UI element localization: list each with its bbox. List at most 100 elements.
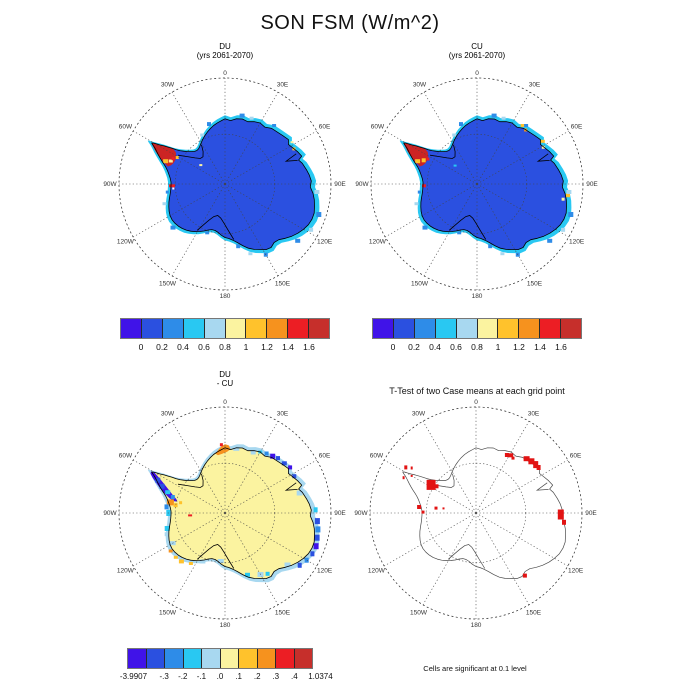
longitude-label: 180 [472,293,483,300]
longitude-label: 150E [275,281,291,288]
data-cell [164,504,169,510]
colorbar-box [256,649,275,668]
colorbar-box [161,319,183,338]
significant-cell [426,479,436,490]
longitude-label: 120W [369,239,387,246]
longitude-label: 30W [161,410,175,417]
panel-diff-title: DU [219,370,231,379]
longitude-label: 60E [571,124,583,131]
data-cell [290,141,294,144]
data-cell [199,164,203,167]
longitude-label: 90W [103,181,117,188]
data-cell [264,451,269,456]
data-cell [236,244,241,249]
colorbar-tick-label: 1.6 [303,342,315,352]
colorbar-box [121,319,141,338]
meridian-line [171,183,226,276]
data-cell [163,159,169,164]
panel-ttest-title: T-Test of two Case means at each grid po… [389,386,565,396]
colorbar-box [373,319,393,338]
colorbar-tick-label: 0.6 [450,342,462,352]
data-cell [309,227,314,232]
data-cell [159,483,165,489]
colorbar-tick-label: -.2 [178,672,188,681]
data-patch [215,444,231,456]
colorbar-box [455,319,477,338]
colorbar-box [201,649,220,668]
data-cell [205,231,210,235]
longitude-label: 150W [410,610,428,617]
longitude-label: 150W [159,610,177,617]
data-cell [541,145,545,149]
colorbar-tick-label: 0.8 [219,342,231,352]
panel-du-subtitle: (yrs 2061-2070) [196,51,254,60]
longitude-label: 120E [568,568,584,575]
colorbar-box [140,319,162,338]
data-cell [188,514,193,517]
colorbar-tick-label: .2 [253,672,261,681]
colorbar-tick-label: .0 [216,672,224,681]
longitude-label: 60W [119,124,133,131]
data-cell [453,164,457,167]
data-cell [168,159,173,163]
data-cell [500,252,505,256]
panel-diff-subtitle: - CU [216,379,234,388]
data-cell [421,158,426,163]
colorbar-tick-label: 1 [243,342,249,352]
data-cell [276,456,280,461]
data-cell [426,157,430,161]
longitude-label: 90E [586,181,598,188]
data-cell [415,159,421,164]
data-cell [422,225,428,230]
significant-cell [562,519,566,525]
meridian-line [224,512,279,605]
data-cell [270,453,276,459]
colorbar-box [245,319,267,338]
colorbar-du: 0 0.2 0.4 0.6 0.8 1 1.2 1.4 1.6 [120,318,330,352]
colorbar-tick-label: 0 [138,342,144,352]
meridian-line [133,512,226,567]
data-cell [272,124,277,127]
data-cell [297,562,302,568]
panel-du-title: DU [219,42,231,51]
data-cell [316,212,322,217]
meridian-line [422,421,477,514]
longitude-label: 60W [119,453,133,460]
significant-cell [404,465,408,470]
meridian-line [133,130,226,185]
data-cell [292,474,297,479]
meridian-line [224,459,317,514]
colorbar-box [238,649,257,668]
significant-cell [402,476,405,480]
data-cell [217,559,224,563]
data-cell [422,184,426,188]
colorbar-tick-label: .4 [291,672,298,681]
colorbar-tick-label: 1.6 [555,342,567,352]
significant-cell [511,456,515,460]
data-cell [173,503,178,508]
data-cell [547,238,553,243]
colorbar-tick-label: 1.4 [534,342,546,352]
data-cell [179,501,183,505]
longitude-label: 120W [368,568,386,575]
significant-cell [410,474,413,477]
panel-du-header: DU (yrs 2061-2070) [125,42,325,60]
data-cell [168,549,173,553]
meridian-line [224,183,279,276]
data-cell [566,193,570,198]
data-cell [491,113,497,118]
significant-cell [410,466,413,470]
amery-ice-shelf-line [284,153,298,162]
longitude-label: 30E [277,81,289,88]
ross-ice-shelf-line [447,544,486,569]
meridian-line [475,459,568,514]
colorbar-box [266,319,288,338]
coastline [403,118,567,250]
data-cell [178,559,184,564]
significant-cell [442,507,445,510]
longitude-label: 120W [117,239,135,246]
meridian-line [384,512,477,567]
data-cell [249,116,254,120]
data-cell [199,559,206,564]
data-cell [566,190,572,194]
